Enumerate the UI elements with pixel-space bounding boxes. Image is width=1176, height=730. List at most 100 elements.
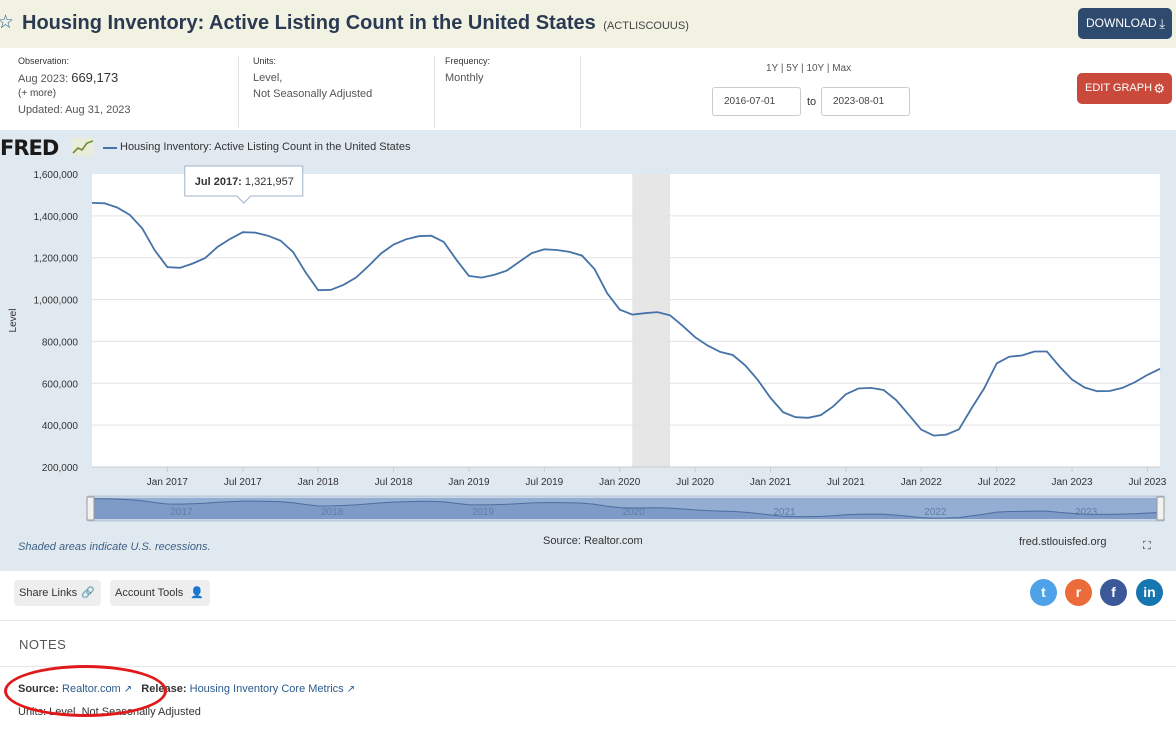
more-observations-link[interactable]: (+ more) — [18, 88, 57, 99]
frequency-value: Monthly — [445, 72, 484, 84]
graph-panel: FRED Housing Inventory: Active Listing C… — [0, 130, 1176, 571]
range-5y[interactable]: 5Y — [786, 63, 799, 74]
navigator-line — [92, 498, 1161, 519]
units-line-1: Level, — [253, 72, 283, 84]
y-tick-label: 600,000 — [42, 379, 79, 390]
external-link-icon: ↗ — [123, 684, 133, 695]
facebook-icon[interactable]: f — [1100, 579, 1127, 606]
units-column: Units: Level, Not Seasonally Adjusted — [238, 56, 434, 128]
chart[interactable]: 1,600,000 1,400,000 1,200,000 1,000,000 800,… — [0, 158, 1176, 558]
navigator-year-label: 2021 — [773, 507, 796, 518]
notes-source-link[interactable]: Realtor.com — [62, 683, 121, 695]
fred-logo: FRED — [0, 136, 59, 160]
range-10y[interactable]: 10Y — [806, 63, 825, 74]
notes-source-label: Source: — [18, 683, 59, 695]
legend-label: Housing Inventory: Active Listing Count … — [120, 141, 411, 153]
notes-units: Units: Level, Not Seasonally Adjusted — [18, 706, 201, 718]
user-icon: 👤 — [190, 587, 204, 599]
navigator-year-label: 2020 — [623, 507, 646, 518]
y-axis-title: Level — [8, 309, 19, 333]
fred-url[interactable]: fred.stlouisfed.org — [1019, 536, 1107, 548]
recession-note: Shaded areas indicate U.S. recessions. — [18, 541, 211, 553]
observation-label: Observation: — [18, 56, 70, 66]
units-value: Level, Not Seasonally Adjusted — [253, 70, 434, 102]
navigator-handle-left — [86, 496, 95, 521]
gear-icon: ⚙ — [1153, 81, 1165, 96]
x-tick-label: Jan 2020 — [599, 477, 641, 488]
end-date-input[interactable]: 2023-08-01 — [821, 87, 910, 116]
x-tick-label: Jul 2022 — [978, 477, 1016, 488]
notes-release-link[interactable]: Housing Inventory Core Metrics — [189, 683, 344, 695]
start-date-input[interactable]: 2016-07-01 — [712, 87, 801, 116]
series-title: Housing Inventory: Active Listing Count … — [22, 12, 689, 35]
frequency-label: Frequency: — [445, 56, 491, 66]
frequency-column: Frequency: Monthly — [434, 56, 580, 128]
reddit-icon[interactable]: r — [1065, 579, 1092, 606]
observation-value: 669,173 — [71, 70, 119, 85]
x-tick-label: Jan 2023 — [1051, 477, 1093, 488]
x-tick-label: Jul 2023 — [1129, 477, 1167, 488]
share-links-label: Share Links — [19, 587, 78, 599]
x-tick-label: Jan 2017 — [147, 477, 189, 488]
star-icon[interactable]: ☆ — [0, 12, 15, 33]
x-tick-label: Jan 2021 — [750, 477, 792, 488]
range-1y[interactable]: 1Y — [766, 63, 779, 74]
date-to-label: to — [807, 96, 817, 108]
account-tools-button[interactable]: Account Tools 👤 — [110, 580, 210, 606]
navigator-year-label: 2017 — [170, 507, 193, 518]
notes-divider — [0, 666, 1176, 667]
download-icon: ⤓ — [1159, 16, 1165, 31]
series-title-text: Housing Inventory: Active Listing Count … — [22, 12, 596, 34]
notes-heading: NOTES — [19, 637, 67, 652]
fred-logo-chart-icon — [72, 138, 94, 156]
x-tick-label: Jan 2019 — [448, 477, 490, 488]
y-tick-label: 400,000 — [42, 421, 79, 432]
navigator-area — [92, 498, 1160, 519]
twitter-icon[interactable]: t — [1030, 579, 1057, 606]
observation-column: Observation: Aug 2023: 669,173 (+ more) … — [18, 56, 238, 128]
range-max[interactable]: Max — [832, 63, 852, 74]
navigator-year-label: 2022 — [924, 507, 947, 518]
y-tick-label: 1,200,000 — [34, 254, 79, 265]
recession-band — [632, 174, 670, 467]
navigator-year-label: 2023 — [1075, 507, 1098, 518]
series-code: (ACTLISCOUUS) — [603, 20, 689, 32]
x-tick-label: Jul 2018 — [375, 477, 413, 488]
x-tick-label: Jul 2020 — [676, 477, 714, 488]
meta-divider — [580, 56, 581, 128]
tooltip-box — [184, 165, 304, 204]
linkedin-icon[interactable]: in — [1136, 579, 1163, 606]
external-link-icon: ↗ — [346, 684, 356, 695]
link-icon: 🔗 — [81, 587, 95, 599]
updated-date: Updated: Aug 31, 2023 — [18, 104, 131, 116]
y-tick-label: 1,400,000 — [34, 212, 79, 223]
units-label: Units: — [253, 56, 277, 66]
x-tick-label: Jul 2021 — [827, 477, 865, 488]
edit-graph-button[interactable]: EDIT GRAPH ⚙ — [1077, 73, 1172, 104]
share-links-button[interactable]: Share Links 🔗 — [14, 580, 101, 606]
series-line — [91, 202, 1161, 437]
plot-area: 1,600,000 1,400,000 1,200,000 1,000,000 800,… — [8, 165, 1167, 522]
share-row: Share Links 🔗 Account Tools 👤 t r f in — [0, 571, 1176, 621]
notes-source-release: Source: Realtor.com ↗ Release: Housing In… — [18, 683, 355, 695]
graph-source: Source: Realtor.com — [543, 535, 643, 547]
notes-release-label: Release: — [141, 683, 187, 695]
x-tick-label: Jan 2022 — [901, 477, 943, 488]
x-tick-label: Jul 2019 — [525, 477, 563, 488]
y-tick-label: 800,000 — [42, 337, 79, 348]
y-tick-label: 1,600,000 — [34, 170, 79, 181]
navigator-year-label: 2019 — [472, 507, 495, 518]
observation-line: Aug 2023: 669,173 — [18, 70, 238, 87]
units-line-2: Not Seasonally Adjusted — [253, 88, 373, 100]
tooltip-text: Jul 2017: 1,321,957 — [195, 176, 294, 188]
navigator-handle-right — [1156, 496, 1165, 521]
download-label: DOWNLOAD — [1086, 16, 1157, 30]
fullscreen-icon[interactable]: ⛶ — [1143, 540, 1151, 552]
account-tools-label: Account Tools — [115, 587, 184, 599]
navigator-year-label: 2018 — [321, 507, 344, 518]
x-tick-label: Jan 2018 — [298, 477, 340, 488]
download-button[interactable]: DOWNLOAD ⤓ — [1078, 8, 1172, 39]
observation-date: Aug 2023: — [18, 73, 69, 85]
x-tick-label: Jul 2017 — [224, 477, 262, 488]
range-selector: 1Y | 5Y | 10Y | Max — [766, 63, 852, 74]
